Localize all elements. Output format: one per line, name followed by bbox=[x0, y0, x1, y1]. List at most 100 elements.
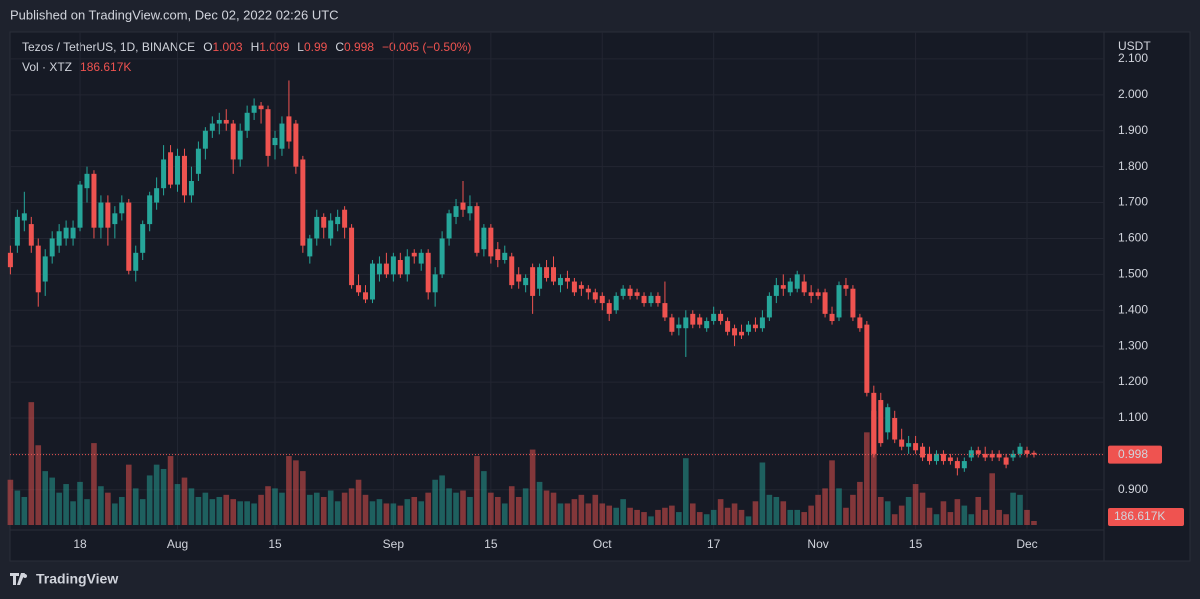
candle-body bbox=[509, 256, 515, 286]
candle-body bbox=[613, 295, 619, 311]
volume-bar bbox=[293, 460, 299, 525]
volume-bar bbox=[508, 486, 515, 525]
candle-body bbox=[822, 292, 828, 314]
volume-bar bbox=[933, 514, 940, 525]
candle-body bbox=[718, 313, 724, 322]
x-tick-label: 15 bbox=[909, 537, 923, 551]
volume-tag-label: 186.617K bbox=[1114, 509, 1165, 523]
candle-body bbox=[871, 392, 877, 454]
candle-body bbox=[175, 155, 181, 185]
volume-bar bbox=[961, 505, 968, 525]
volume-bar bbox=[968, 514, 975, 525]
volume-bar bbox=[397, 505, 404, 525]
volume-bar bbox=[272, 488, 278, 525]
x-tick-label: 18 bbox=[73, 537, 87, 551]
legend: Tezos / TetherUS, 1D, BINANCE O1.003 H1.00… bbox=[22, 40, 471, 74]
volume-bar bbox=[578, 494, 585, 525]
volume-bar bbox=[481, 471, 487, 525]
volume-bar bbox=[112, 503, 118, 525]
volume-bar bbox=[898, 505, 905, 525]
candle-body bbox=[557, 277, 563, 286]
candle-body bbox=[397, 259, 403, 275]
candle-body bbox=[850, 288, 856, 318]
volume-bar bbox=[905, 496, 912, 525]
volume-bar bbox=[808, 505, 814, 525]
candle-body bbox=[537, 267, 543, 289]
candle-body bbox=[843, 285, 849, 289]
y-tick-label: 2.000 bbox=[1118, 87, 1148, 101]
volume-bar bbox=[801, 512, 807, 525]
candle-body bbox=[704, 321, 710, 329]
x-tick-label: Nov bbox=[807, 537, 828, 551]
candle-body bbox=[571, 281, 577, 293]
candle-body bbox=[1031, 452, 1037, 455]
candle-body bbox=[725, 321, 731, 332]
candle-body bbox=[49, 238, 55, 257]
candle-body bbox=[63, 227, 69, 239]
candle-body bbox=[530, 267, 536, 296]
y-tick-label: 1.100 bbox=[1118, 410, 1148, 424]
volume-value: 186.617K bbox=[80, 60, 131, 74]
candle-body bbox=[439, 238, 445, 275]
symbol-legend: Tezos / TetherUS, 1D, BINANCE O1.003 H1.00… bbox=[22, 40, 471, 54]
candle-body bbox=[349, 227, 355, 286]
candle-body bbox=[578, 285, 584, 289]
volume-bar bbox=[634, 509, 640, 525]
volume-bar bbox=[300, 471, 306, 525]
candle-body bbox=[307, 238, 313, 257]
candle-body bbox=[648, 295, 654, 304]
volume-bar bbox=[947, 512, 954, 525]
volume-bar bbox=[237, 501, 243, 525]
volume-bar bbox=[132, 488, 139, 525]
volume-bar bbox=[460, 490, 466, 525]
volume-bar bbox=[780, 501, 787, 525]
candle-body bbox=[244, 112, 250, 131]
volume-bar bbox=[982, 509, 989, 525]
volume-bar bbox=[794, 509, 801, 525]
candle-body bbox=[474, 206, 480, 253]
candle-body bbox=[544, 267, 550, 278]
candle-body bbox=[223, 119, 229, 124]
volume-bar bbox=[63, 484, 69, 525]
candle-body bbox=[523, 277, 529, 286]
brand-name: TradingView bbox=[36, 571, 118, 587]
candle-body bbox=[634, 292, 640, 296]
y-tick-label: 1.900 bbox=[1118, 123, 1148, 137]
candle-body bbox=[739, 331, 745, 336]
candle-body bbox=[390, 256, 396, 275]
volume-bar bbox=[696, 512, 703, 525]
volume-bar bbox=[334, 501, 341, 525]
x-tick-label: Aug bbox=[167, 537, 188, 551]
candle-body bbox=[432, 274, 438, 293]
volume-bar bbox=[689, 503, 696, 525]
candle-body bbox=[878, 400, 884, 444]
y-tick-label: 2.100 bbox=[1118, 51, 1148, 65]
candle-body bbox=[808, 292, 814, 296]
candle-body bbox=[28, 224, 34, 246]
volume-bar bbox=[648, 516, 654, 525]
candle-body bbox=[780, 285, 786, 289]
candle-body bbox=[982, 453, 988, 458]
volume-bar bbox=[829, 460, 835, 525]
candle-body bbox=[411, 252, 417, 257]
volume-bar bbox=[98, 486, 104, 525]
candle-body bbox=[342, 209, 348, 228]
candle-body bbox=[112, 213, 118, 225]
y-tick-label: 1.500 bbox=[1118, 267, 1148, 281]
volume-bar bbox=[557, 503, 564, 525]
volume-bar bbox=[467, 496, 473, 525]
candle-body bbox=[794, 274, 800, 289]
candle-body bbox=[140, 224, 146, 253]
candle-body bbox=[627, 288, 633, 296]
volume-bar bbox=[877, 496, 884, 525]
volume-bar bbox=[209, 499, 216, 525]
legend-item: C bbox=[335, 40, 344, 54]
legend-item: Tezos / TetherUS, 1D, BINANCE bbox=[22, 40, 195, 54]
volume-bar bbox=[35, 445, 42, 525]
candle-body bbox=[105, 202, 111, 228]
volume-bar bbox=[390, 503, 397, 525]
volume-bar bbox=[404, 499, 411, 525]
volume-legend: Vol · XTZ 186.617K bbox=[22, 60, 131, 74]
